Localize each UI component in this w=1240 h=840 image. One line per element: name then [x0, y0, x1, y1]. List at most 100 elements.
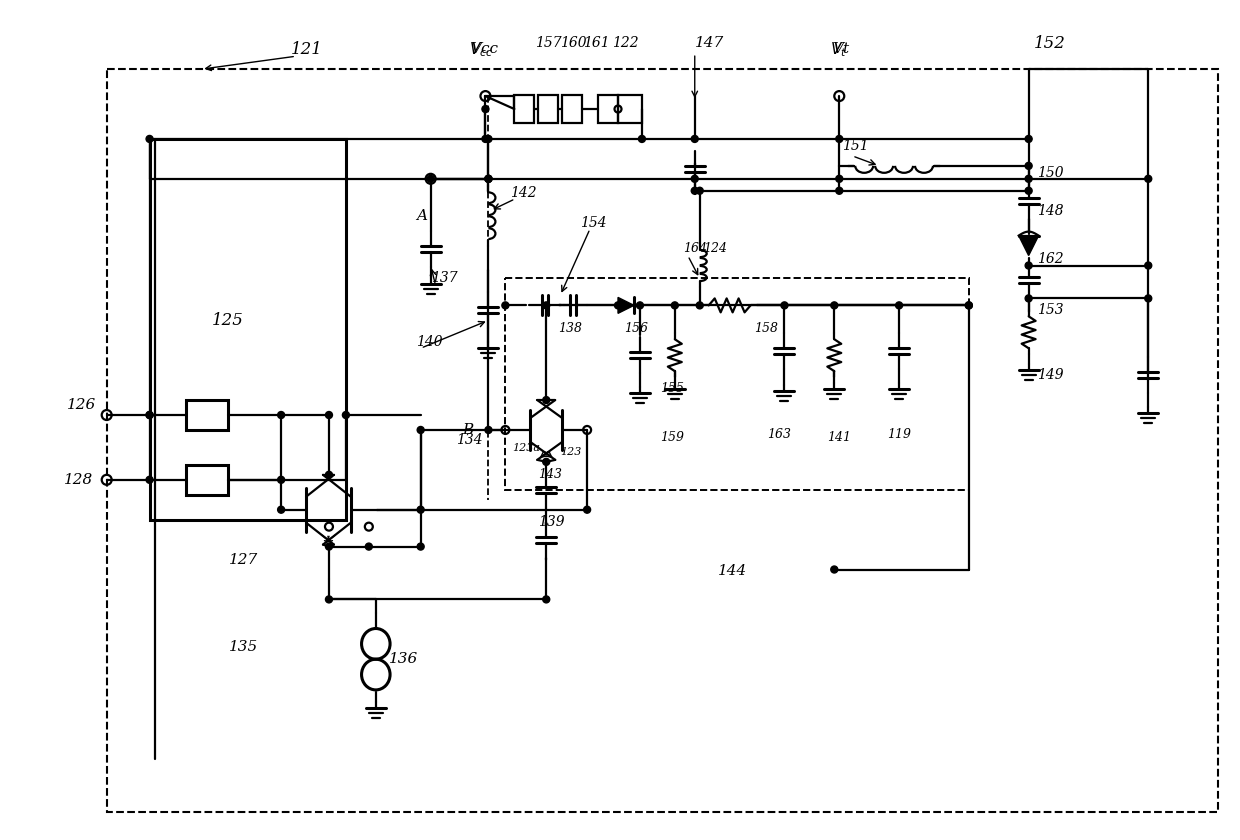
- Circle shape: [325, 596, 332, 603]
- Circle shape: [636, 302, 644, 309]
- Text: 128: 128: [63, 473, 93, 487]
- Bar: [107, 69, 1218, 811]
- Text: 143: 143: [538, 469, 562, 481]
- Circle shape: [543, 596, 549, 603]
- Circle shape: [146, 476, 153, 483]
- Text: 161: 161: [583, 36, 610, 50]
- Circle shape: [482, 106, 489, 113]
- Circle shape: [502, 302, 508, 309]
- Text: $V_{cc}$: $V_{cc}$: [469, 39, 492, 59]
- Bar: [562, 95, 582, 123]
- Text: 122: 122: [613, 36, 639, 50]
- Text: 127: 127: [229, 553, 259, 566]
- Text: 152: 152: [1034, 34, 1065, 52]
- Bar: [618, 95, 642, 123]
- Text: 123: 123: [560, 447, 582, 457]
- Circle shape: [895, 302, 903, 309]
- Text: 138: 138: [558, 322, 583, 335]
- Circle shape: [325, 543, 332, 550]
- Text: 121: 121: [291, 40, 322, 58]
- Circle shape: [417, 507, 424, 513]
- Text: 156: 156: [624, 322, 649, 335]
- Text: 136: 136: [389, 652, 418, 666]
- Circle shape: [696, 302, 703, 309]
- Circle shape: [278, 412, 285, 418]
- Circle shape: [691, 187, 698, 194]
- Circle shape: [671, 302, 678, 309]
- Circle shape: [831, 302, 838, 309]
- Circle shape: [417, 427, 424, 433]
- Circle shape: [615, 302, 621, 309]
- Bar: [186, 465, 228, 495]
- Text: 154: 154: [580, 216, 606, 229]
- Text: Vt: Vt: [832, 42, 849, 56]
- Circle shape: [146, 135, 153, 143]
- Circle shape: [485, 176, 492, 182]
- Text: 139: 139: [538, 515, 565, 528]
- Circle shape: [325, 471, 332, 478]
- Text: B: B: [463, 423, 474, 437]
- Text: 137: 137: [430, 271, 458, 286]
- Circle shape: [1025, 295, 1032, 302]
- Circle shape: [485, 176, 492, 182]
- Text: 163: 163: [768, 428, 791, 442]
- Circle shape: [966, 302, 972, 309]
- Circle shape: [146, 412, 153, 418]
- Circle shape: [1145, 262, 1152, 269]
- Circle shape: [485, 135, 492, 143]
- Circle shape: [342, 412, 350, 418]
- Text: 141: 141: [827, 432, 852, 444]
- Circle shape: [691, 176, 698, 182]
- Text: 151: 151: [842, 139, 869, 153]
- Text: 123a: 123a: [512, 443, 541, 453]
- Circle shape: [485, 176, 492, 182]
- Text: 147: 147: [694, 36, 724, 50]
- Circle shape: [781, 302, 787, 309]
- Polygon shape: [1019, 235, 1039, 255]
- Text: 135: 135: [229, 640, 259, 654]
- Circle shape: [278, 476, 285, 483]
- Circle shape: [1025, 187, 1032, 194]
- Text: 155: 155: [660, 381, 684, 395]
- Circle shape: [1025, 162, 1032, 170]
- Circle shape: [691, 135, 698, 143]
- Text: 125: 125: [211, 312, 243, 328]
- Circle shape: [427, 176, 434, 182]
- Circle shape: [831, 566, 838, 573]
- Text: 119: 119: [887, 428, 911, 442]
- Circle shape: [696, 187, 703, 194]
- Text: 157: 157: [536, 36, 562, 50]
- Text: 126: 126: [67, 398, 95, 412]
- Text: 142: 142: [511, 186, 537, 200]
- Circle shape: [836, 135, 843, 143]
- Circle shape: [1145, 295, 1152, 302]
- Circle shape: [543, 396, 549, 403]
- Circle shape: [584, 507, 590, 513]
- Circle shape: [543, 459, 549, 465]
- Text: 148: 148: [1037, 203, 1063, 218]
- Text: 162: 162: [1037, 251, 1063, 265]
- Bar: [186, 400, 228, 430]
- Text: 158: 158: [755, 322, 779, 335]
- Text: 164: 164: [683, 242, 707, 255]
- Text: 144: 144: [718, 564, 746, 579]
- Circle shape: [1025, 135, 1032, 143]
- Bar: [515, 95, 534, 123]
- Bar: [150, 139, 346, 520]
- Circle shape: [366, 543, 372, 550]
- Circle shape: [325, 412, 332, 418]
- Circle shape: [1025, 262, 1032, 269]
- Text: 159: 159: [660, 432, 684, 444]
- Bar: [598, 95, 618, 123]
- Circle shape: [278, 507, 285, 513]
- Circle shape: [836, 176, 843, 182]
- Text: 124: 124: [703, 242, 727, 255]
- Circle shape: [1145, 176, 1152, 182]
- Text: 160: 160: [560, 36, 587, 50]
- Text: 153: 153: [1037, 303, 1063, 318]
- Text: 150: 150: [1037, 165, 1063, 180]
- Text: Vcc: Vcc: [470, 42, 498, 56]
- Polygon shape: [618, 297, 634, 313]
- Text: 149: 149: [1037, 368, 1063, 382]
- Circle shape: [485, 427, 492, 433]
